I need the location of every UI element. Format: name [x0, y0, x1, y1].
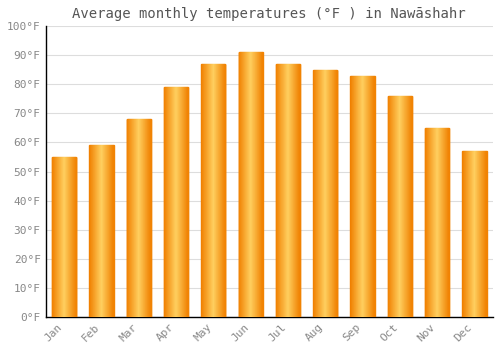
Title: Average monthly temperatures (°F ) in Nawāshahr: Average monthly temperatures (°F ) in Na… — [72, 7, 466, 21]
